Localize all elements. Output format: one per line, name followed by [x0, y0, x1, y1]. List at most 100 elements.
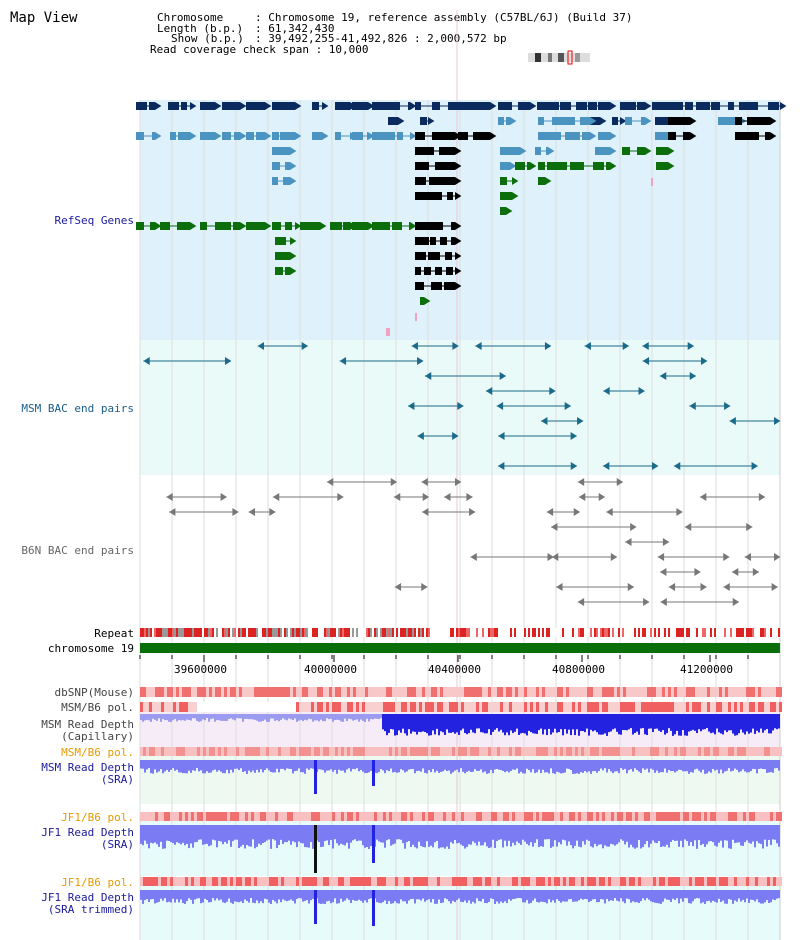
jf1-b6-pol-2-strip — [200, 877, 203, 886]
dbsnp-strip — [692, 687, 695, 697]
msm-b6-pol-2-strip — [284, 747, 287, 756]
gene-strand-arrow — [240, 132, 247, 140]
gene-exon — [335, 132, 341, 140]
jf1-b6-pol-2-label[interactable]: JF1/B6 pol. — [61, 876, 134, 889]
jf1-trim-depth-bar — [250, 890, 252, 899]
dbsnp-strip — [368, 687, 371, 697]
jf1-read-depth-sra-label[interactable]: JF1 Read Depth — [41, 826, 134, 839]
jf1-b6-pol-2-strip — [737, 877, 740, 886]
msm-b6-pol-2-strip — [668, 747, 671, 756]
repeat-segment — [662, 628, 664, 637]
gene-exon — [500, 177, 507, 185]
jf1-sra-depth-bar — [734, 825, 736, 843]
jf1-trim-depth-bar — [214, 890, 216, 901]
gene-strand-arrow — [368, 222, 375, 230]
jf1-b6-pol-2-strip — [242, 877, 245, 886]
jf1-sra-depth-bar — [562, 825, 564, 840]
jf1-read-depth-trimmed-label[interactable]: JF1 Read Depth — [41, 891, 134, 904]
repeat-segment — [360, 628, 362, 637]
dbsnp-strip — [509, 687, 512, 697]
repeat-segment — [664, 628, 666, 637]
msm-b6-pol-strip — [455, 702, 458, 712]
jf1-sra-depth-bar — [578, 825, 580, 847]
capillary-depth-bar — [694, 714, 696, 731]
jf1-sra-depth-bar — [478, 825, 480, 842]
msm-read-depth-capillary-label[interactable]: MSM Read Depth — [41, 718, 134, 731]
repeat-segment — [160, 628, 162, 637]
dbsnp-label[interactable]: dbSNP(Mouse) — [54, 686, 134, 699]
msm-read-depth-sra-label[interactable]: MSM Read Depth — [41, 761, 134, 774]
msm-b6-pol-strip — [224, 702, 227, 712]
refseq-genes-label[interactable]: RefSeq Genes — [54, 214, 134, 227]
msm-b6-pol-2-strip — [335, 747, 338, 756]
msm-read-depth-sra-sub: (SRA) — [100, 773, 134, 786]
msm-b6-pol-2-strip — [527, 747, 530, 756]
jf1-sra-depth-bar — [458, 825, 460, 843]
msm-b6-pol-2-strip — [590, 747, 593, 756]
jf1-b6-pol-strip — [665, 812, 668, 821]
gene-exon — [667, 147, 668, 155]
msm-b6-pol-2-strip — [188, 747, 191, 756]
msm-sra-depth-bar — [266, 760, 268, 769]
gene-exon — [483, 132, 490, 140]
jf1-sra-depth-bar — [180, 825, 182, 845]
jf1-sra-depth-bar — [576, 825, 578, 841]
b6n-bac-label[interactable]: B6N BAC end pairs — [21, 544, 134, 557]
gene-exon — [335, 102, 350, 110]
jf1-sra-depth-bar — [766, 825, 768, 847]
capillary-depth-bar — [330, 714, 332, 719]
jf1-b6-pol-strip — [713, 812, 716, 821]
bac-end-left — [497, 462, 505, 470]
dbsnp-strip — [464, 687, 467, 697]
dbsnp-strip — [290, 687, 293, 697]
msm-sra-depth-bar — [598, 760, 600, 771]
repeat-segment — [514, 628, 516, 637]
msm-b6-pol-2-strip — [734, 747, 737, 756]
gene-exon — [680, 117, 690, 125]
jf1-b6-pol-2-strip — [557, 877, 560, 886]
repeat-segment — [152, 628, 154, 637]
jf1-sra-depth-bar — [456, 825, 458, 844]
dbsnp-strip — [614, 687, 617, 697]
msm-sra-depth-bar — [226, 760, 228, 770]
jf1-b6-pol-strip — [221, 812, 224, 821]
capillary-depth-bar — [232, 714, 234, 720]
capillary-depth-bar — [750, 714, 752, 733]
msm-b6-pol-label[interactable]: MSM/B6 pol. — [61, 701, 134, 714]
jf1-sra-depth-bar — [146, 825, 148, 844]
jf1-sra-depth-bar — [524, 825, 526, 842]
jf1-b6-pol-label[interactable]: JF1/B6 pol. — [61, 811, 134, 824]
capillary-depth-bar — [432, 714, 434, 731]
repeat-segment — [370, 628, 372, 637]
msm-b6-pol-strip — [389, 702, 392, 712]
jf1-trim-depth-bar — [650, 890, 652, 902]
capillary-depth-bar — [774, 714, 776, 729]
repeat-segment — [460, 628, 462, 637]
jf1-sra-depth-bar — [360, 825, 362, 841]
msm-sra-depth-bar — [594, 760, 596, 772]
jf1-trim-depth-bar — [640, 890, 642, 902]
dbsnp-strip — [431, 687, 434, 697]
repeat-segment — [392, 628, 394, 637]
capillary-depth-bar — [752, 714, 754, 729]
jf1-trim-depth-bar — [422, 890, 424, 899]
jf1-trim-depth-bar — [334, 890, 336, 899]
msm-b6-pol-2-strip — [245, 747, 248, 756]
msm-b6-pol-strip — [512, 702, 515, 712]
jf1-b6-pol-2-strip — [455, 877, 458, 886]
gene-exon — [272, 132, 279, 140]
gene-exon — [136, 102, 147, 110]
msm-sra-depth-bar — [180, 760, 182, 773]
dbsnp-strip — [227, 687, 230, 697]
msm-sra-depth-bar — [458, 760, 460, 773]
msm-sra-depth-bar — [588, 760, 590, 772]
msm-b6-pol-2-strip — [614, 747, 617, 756]
jf1-b6-pol-2-strip — [524, 877, 527, 886]
gene-exon — [506, 102, 512, 110]
jf1-b6-pol-2-strip — [161, 877, 164, 886]
msm-bac-label[interactable]: MSM BAC end pairs — [21, 402, 134, 415]
msm-b6-pol-2-strip — [569, 747, 572, 756]
msm-b6-pol-2-label[interactable]: MSM/B6 pol. — [61, 746, 134, 759]
jf1-trim-depth-bar — [568, 890, 570, 900]
